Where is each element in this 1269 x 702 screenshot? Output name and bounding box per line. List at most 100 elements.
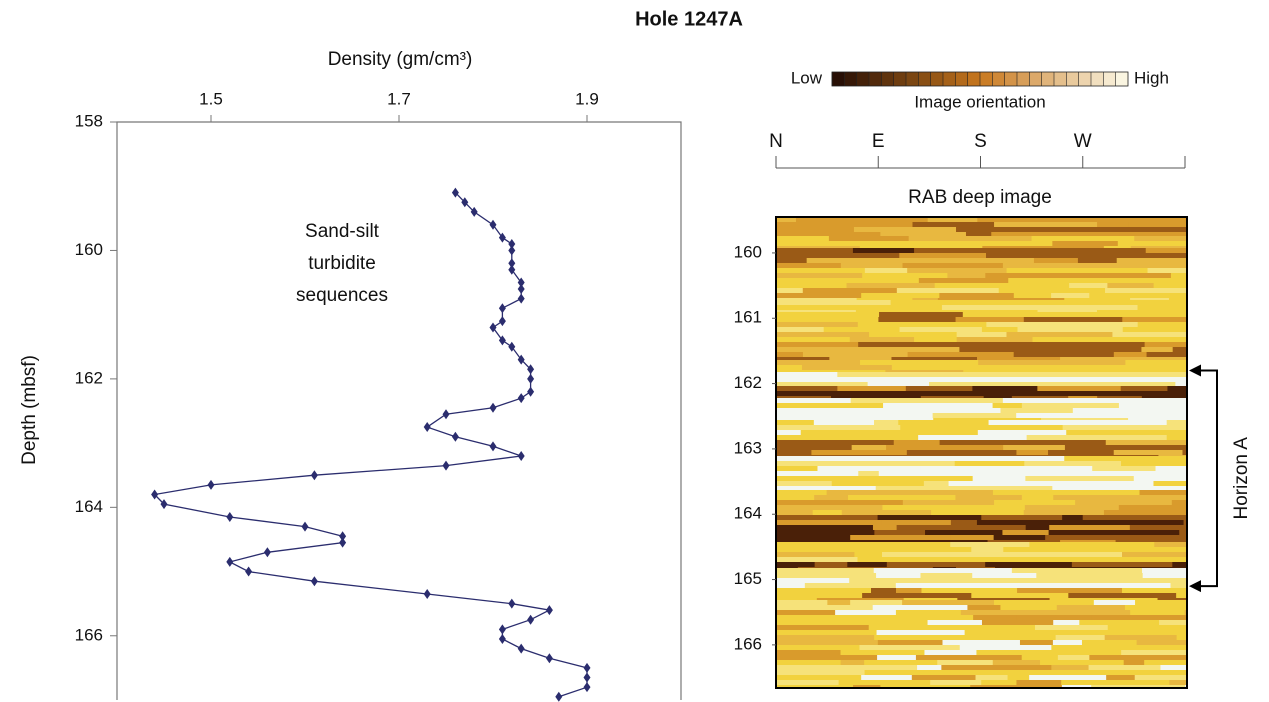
image-pixel — [776, 500, 810, 506]
image-pixel — [1052, 486, 1108, 491]
image-pixel — [1128, 486, 1188, 491]
image-pixel — [991, 466, 1093, 472]
colorbar-step — [992, 72, 1005, 86]
y-tick-label: 166 — [75, 625, 103, 644]
data-point — [583, 672, 591, 683]
image-pixel — [1172, 396, 1188, 399]
image-pixel — [1125, 445, 1188, 451]
x-tick-label: 1.7 — [387, 89, 411, 108]
image-pixel — [829, 222, 914, 228]
image-pixel — [915, 655, 1023, 661]
arrow-head — [1189, 580, 1201, 593]
image-pixel — [1133, 476, 1188, 482]
image-pixel — [776, 435, 883, 441]
colorbar-step — [844, 72, 857, 86]
data-point — [508, 258, 516, 269]
image-pixel — [937, 605, 968, 611]
image-pixel — [992, 490, 1099, 496]
image-pixel — [968, 505, 1026, 511]
image-pixel — [813, 420, 875, 426]
image-pixel — [862, 593, 972, 599]
image-pixel — [776, 332, 870, 338]
image-pixel — [1160, 665, 1188, 671]
image-pixel — [932, 567, 957, 569]
image-pixel — [971, 547, 1004, 553]
depth-label: 162 — [734, 373, 762, 392]
data-point — [310, 576, 318, 587]
image-pixel — [776, 241, 879, 247]
image-pixel — [1106, 675, 1136, 681]
image-pixel — [887, 670, 929, 676]
image-pixel — [978, 372, 1044, 378]
data-point — [263, 547, 271, 558]
image-pixel — [931, 515, 960, 521]
image-pixel — [852, 248, 915, 254]
image-pixel — [918, 568, 1013, 574]
image-pixel — [934, 283, 1023, 289]
image-pixel — [898, 420, 990, 426]
image-pixel — [1093, 273, 1172, 279]
image-pixel — [938, 456, 971, 462]
image-pixel — [820, 456, 884, 462]
image-pixel — [1105, 440, 1188, 446]
image-pixel — [947, 476, 974, 482]
image-pixel — [1037, 386, 1122, 392]
image-pixel — [1025, 476, 1054, 482]
image-pixel — [958, 515, 982, 521]
image-pixel — [776, 293, 862, 299]
image-pixel — [776, 370, 886, 373]
image-pixel — [1112, 332, 1186, 338]
image-pixel — [1096, 310, 1188, 313]
image-pixel — [1166, 420, 1188, 426]
image-pixel — [859, 567, 934, 569]
image-pixel — [843, 327, 901, 333]
image-pixel — [841, 510, 932, 516]
image-pixel — [776, 685, 854, 689]
image-pixel — [1046, 248, 1147, 254]
image-pixel — [806, 440, 895, 446]
image-pixel — [801, 365, 855, 371]
y-tick-label: 162 — [75, 368, 103, 387]
image-pixel — [872, 525, 898, 531]
image-pixel — [952, 360, 979, 366]
image-pixel — [776, 620, 842, 626]
image-pixel — [845, 476, 949, 482]
image-pixel — [776, 377, 859, 383]
image-pixel — [882, 505, 970, 511]
image-pixel — [972, 573, 1037, 579]
image-pixel — [930, 578, 981, 584]
image-pixel — [1108, 630, 1179, 636]
image-pixel — [853, 365, 893, 371]
image-pixel — [1158, 455, 1188, 457]
image-pixel — [1033, 258, 1079, 264]
image-pixel — [923, 365, 944, 371]
image-pixel — [982, 246, 1075, 249]
image-pixel — [976, 520, 1041, 526]
image-pixel — [1158, 327, 1188, 333]
image-pixel — [776, 530, 875, 536]
data-point — [498, 303, 506, 314]
image-pixel — [1073, 246, 1105, 249]
image-pixel — [776, 222, 831, 228]
image-pixel — [967, 471, 991, 477]
y-tick-label: 164 — [75, 497, 103, 516]
orientation-label: E — [872, 131, 885, 152]
data-point — [489, 322, 497, 333]
image-pixel — [1102, 263, 1188, 269]
image-pixel — [776, 562, 816, 568]
image-pixel — [776, 542, 807, 548]
image-pixel — [1061, 232, 1121, 237]
image-pixel — [1102, 535, 1188, 541]
image-pixel — [940, 552, 1021, 558]
image-pixel — [776, 273, 863, 279]
image-pixel — [977, 217, 1066, 223]
depth-label: 166 — [734, 634, 762, 653]
image-pixel — [967, 605, 1001, 611]
image-pixel — [858, 342, 950, 348]
image-pixel — [884, 293, 913, 299]
image-pixel — [929, 382, 1002, 387]
x-tick-label: 1.5 — [199, 89, 223, 108]
image-pixel — [1020, 557, 1095, 563]
image-pixel — [776, 298, 858, 301]
image-pixel — [776, 476, 846, 482]
